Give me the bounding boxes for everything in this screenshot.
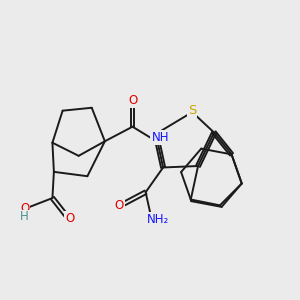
Text: NH: NH bbox=[152, 131, 169, 144]
Text: S: S bbox=[188, 104, 196, 117]
Text: O: O bbox=[128, 94, 137, 107]
Text: H: H bbox=[20, 211, 28, 224]
Text: O: O bbox=[115, 199, 124, 212]
Text: O: O bbox=[65, 212, 74, 225]
Text: NH₂: NH₂ bbox=[147, 213, 169, 226]
Text: O: O bbox=[20, 202, 29, 215]
